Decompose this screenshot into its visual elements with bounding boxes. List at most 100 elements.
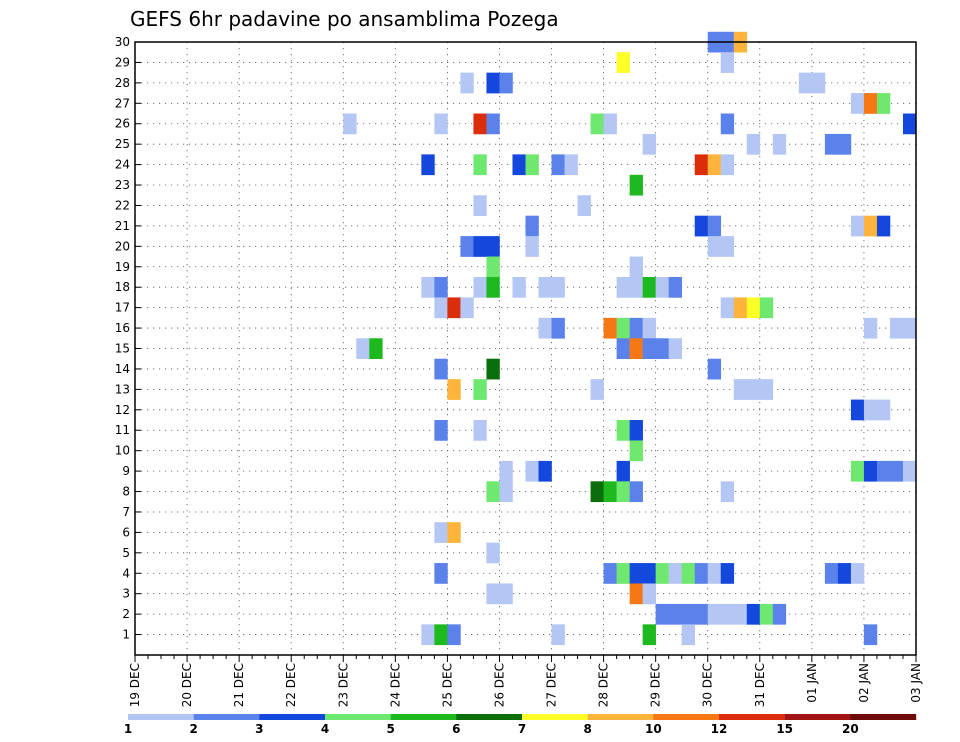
heatmap-cell (876, 460, 891, 482)
heatmap-cell (629, 440, 643, 462)
heatmap-cell (759, 379, 774, 400)
heatmap-cell (720, 603, 735, 625)
heatmap-cell (850, 460, 865, 482)
heatmap-cell (629, 420, 643, 441)
heatmap-cell (707, 154, 722, 176)
colorbar-swatch (522, 714, 588, 720)
heatmap-cell (616, 52, 630, 73)
heatmap-cell (616, 338, 630, 360)
heatmap-cell (850, 215, 865, 237)
heatmap-cell (824, 563, 839, 584)
heatmap-cell (421, 624, 435, 646)
heatmap-cell (655, 276, 669, 298)
heatmap-cell (590, 379, 604, 400)
y-axis-ticks: 1234567891011121314151617181920212223242… (115, 35, 141, 642)
y-tick-label: 3 (122, 587, 130, 601)
y-tick-label: 11 (115, 423, 130, 437)
heatmap-cell (434, 420, 448, 441)
heatmap-cell (720, 563, 735, 584)
heatmap-cell (681, 563, 696, 584)
heatmap-cell (603, 113, 617, 135)
heatmap-cell (759, 603, 774, 625)
heatmap-cell (863, 460, 878, 482)
x-tick-label: 30 DEC (701, 663, 715, 707)
heatmap-cell (694, 603, 709, 625)
heatmap-cell (746, 133, 761, 155)
y-tick-label: 15 (115, 342, 130, 356)
heatmap-cell (629, 256, 643, 278)
heatmap-cell (538, 460, 552, 482)
heatmap-cell (798, 72, 813, 94)
heatmap-cell (525, 460, 539, 482)
heatmap-cell (460, 72, 474, 94)
heatmap-cell (486, 276, 500, 298)
heatmap-cell (824, 133, 839, 155)
heatmap-cell (486, 113, 500, 135)
heatmap-cell (434, 276, 448, 298)
x-tick-label: 02 JAN (857, 663, 871, 703)
colorbar-label: 5 (386, 722, 394, 736)
heatmap-cell (525, 215, 539, 237)
colorbar-label: 2 (189, 722, 197, 736)
heatmap-cell (577, 195, 591, 216)
heatmap-cell (629, 174, 643, 196)
heatmap-cell (629, 563, 643, 584)
heatmap-cell (616, 460, 630, 482)
y-tick-label: 27 (115, 96, 130, 110)
heatmap-cell (486, 583, 500, 605)
heatmap-cell (421, 154, 435, 176)
heatmap-cell (564, 154, 578, 176)
y-tick-label: 29 (115, 55, 130, 69)
y-tick-label: 18 (115, 280, 130, 294)
colorbar-swatch (719, 714, 785, 720)
heatmap-cell (772, 133, 787, 155)
heatmap-cell (746, 379, 761, 400)
heatmap-cell (733, 603, 748, 625)
heatmap-cell (902, 317, 917, 339)
colorbar-label: 3 (255, 722, 263, 736)
y-tick-label: 21 (115, 219, 130, 233)
y-tick-label: 24 (115, 158, 130, 172)
heatmap-cell (889, 460, 904, 482)
heatmap-cell (746, 297, 761, 319)
y-tick-label: 5 (122, 546, 130, 560)
heatmap-cell (525, 154, 539, 176)
heatmap-cell (434, 297, 448, 319)
x-tick-label: 27 DEC (545, 663, 559, 707)
heatmap-cell (655, 563, 669, 584)
x-tick-label: 22 DEC (284, 663, 298, 707)
colorbar-label: 20 (842, 722, 859, 736)
y-tick-label: 9 (122, 464, 130, 478)
x-tick-label: 20 DEC (180, 663, 194, 707)
heatmap-cell (499, 583, 513, 605)
heatmap-cell (616, 276, 630, 298)
colorbar-label: 7 (518, 722, 526, 736)
y-tick-label: 2 (122, 607, 130, 621)
heatmap-cell (642, 583, 656, 605)
heatmap-cell (434, 113, 448, 135)
heatmap-cell (343, 113, 357, 135)
heatmap-cell (434, 358, 448, 380)
heatmap-cell (603, 481, 617, 503)
y-tick-label: 1 (122, 628, 130, 642)
heatmap-cell (655, 338, 669, 360)
heatmap-cell (902, 113, 917, 135)
heatmap-cell (720, 481, 735, 503)
y-tick-label: 30 (115, 35, 130, 49)
heatmap-cell (473, 379, 487, 400)
heatmap-cell (720, 154, 735, 176)
x-tick-label: 26 DEC (492, 663, 506, 707)
heatmap-cell (629, 317, 643, 339)
heatmap-cell (720, 236, 735, 257)
heatmap-cell (733, 379, 748, 400)
heatmap-cell (590, 481, 604, 503)
heatmap-cell (668, 276, 682, 298)
y-tick-label: 28 (115, 76, 130, 90)
x-tick-label: 03 JAN (909, 663, 923, 703)
data-cells (343, 31, 917, 646)
colorbar-swatch (390, 714, 457, 720)
heatmap-cell (629, 583, 643, 605)
x-tick-label: 24 DEC (388, 663, 402, 707)
heatmap-cell (642, 563, 656, 584)
